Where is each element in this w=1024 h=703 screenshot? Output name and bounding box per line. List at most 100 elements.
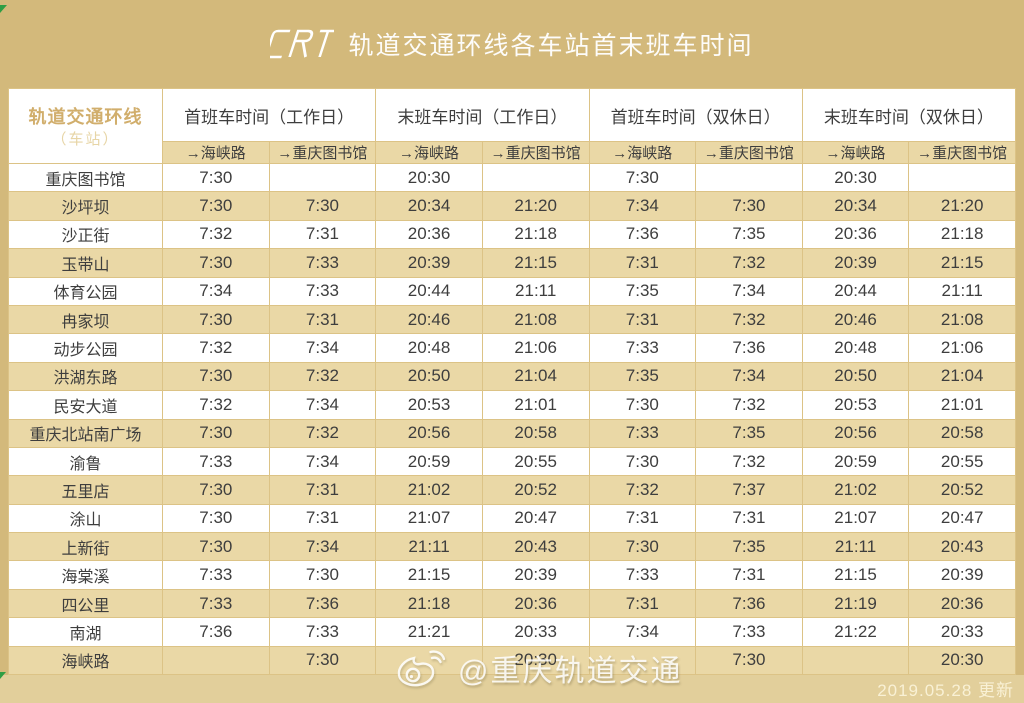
- time-cell: 7:32: [695, 304, 803, 335]
- table-row: 玉带山 7:30 7:33 20:39 21:15 7:31 7:32 20:39 21:15: [8, 248, 1016, 278]
- time-cell: 7:33: [588, 333, 697, 363]
- time-cell: 20:39: [908, 560, 1016, 590]
- station-name: 沙坪坝: [8, 191, 163, 221]
- header-direction-row: →海峡路 →重庆图书馆 →海峡路 →重庆图书馆 →海峡路 →重庆图书馆 →海峡路…: [9, 141, 1016, 164]
- update-date: 2019.05.28 更新: [877, 681, 1014, 700]
- time-cell: 20:59: [801, 446, 910, 477]
- time-cell: 21:18: [481, 219, 590, 250]
- table-row: 沙坪坝 7:30 7:30 20:34 21:20 7:34 7:30 20:34 21:20: [8, 191, 1016, 221]
- time-cell: 7:30: [695, 645, 803, 676]
- time-cell: 20:59: [375, 446, 483, 477]
- time-cell: 7:34: [268, 390, 377, 420]
- time-cell: 21:18: [375, 588, 483, 619]
- time-cell: 7:32: [268, 361, 377, 392]
- timetable-body: 重庆图书馆 7:30 20:30 7:30 20:30 沙坪坝 7:30 7:30 20:34 2…: [8, 162, 1016, 676]
- station-name: 洪湖东路: [8, 361, 163, 392]
- time-cell: 7:30: [588, 532, 697, 562]
- time-cell: 7:30: [162, 248, 270, 278]
- time-cell: 20:30: [375, 162, 483, 193]
- station-name: 玉带山: [8, 248, 163, 278]
- time-cell: 7:36: [268, 588, 377, 619]
- time-cell: 20:33: [481, 617, 590, 647]
- time-cell: 21:18: [908, 219, 1016, 250]
- table-row: 上新街 7:30 7:34 21:11 20:43 7:30 7:35 21:11 20:43: [8, 532, 1016, 562]
- direction-header: →重庆图书馆: [695, 141, 803, 164]
- time-cell: 7:34: [268, 333, 377, 363]
- time-cell: 7:30: [588, 390, 697, 420]
- time-cell: 7:35: [588, 361, 697, 392]
- time-cell: 21:15: [801, 560, 910, 590]
- time-cell: 7:31: [588, 503, 697, 534]
- time-cell: 20:55: [481, 446, 590, 477]
- time-cell: 7:32: [162, 219, 270, 250]
- station-name: 民安大道: [8, 390, 163, 420]
- time-cell: 7:35: [695, 532, 803, 562]
- time-cell: 7:34: [268, 532, 377, 562]
- station-name: 冉家坝: [8, 304, 163, 335]
- time-cell: 7:33: [268, 276, 377, 306]
- corner-line2: （车站）: [51, 130, 120, 148]
- time-cell: 20:55: [908, 446, 1016, 477]
- time-cell: 20:58: [908, 418, 1016, 448]
- table-row: 民安大道 7:32 7:34 20:53 21:01 7:30 7:32 20:53 21:01: [8, 390, 1016, 420]
- time-cell: 21:08: [908, 304, 1016, 335]
- direction-header: →海峡路: [375, 141, 483, 164]
- time-cell: 21:04: [481, 361, 590, 392]
- time-cell: 20:34: [801, 191, 910, 221]
- time-cell: 7:31: [268, 219, 377, 250]
- corner-header: 轨道交通环线 （车站）: [8, 88, 163, 164]
- timetable: 轨道交通环线 （车站） 首班车时间（工作日） 末班车时间（工作日） 首班车时间（…: [8, 88, 1017, 676]
- time-cell: 21:20: [908, 191, 1016, 221]
- time-cell: [695, 162, 803, 193]
- time-cell: 7:30: [162, 304, 270, 335]
- time-cell: 21:04: [908, 361, 1016, 392]
- table-row: 涂山 7:30 7:31 21:07 20:47 7:31 7:31 21:07 20:47: [8, 503, 1016, 534]
- time-cell: 21:07: [375, 503, 483, 534]
- time-cell: 21:22: [801, 617, 910, 647]
- time-cell: 7:34: [588, 617, 697, 647]
- time-cell: 7:33: [588, 418, 697, 448]
- time-cell: 7:33: [268, 248, 377, 278]
- station-name: 海峡路: [8, 645, 163, 676]
- time-cell: 21:01: [481, 390, 590, 420]
- time-cell: 7:33: [162, 446, 270, 477]
- group-first-weekday: 首班车时间（工作日）: [161, 88, 377, 142]
- time-cell: 20:36: [375, 219, 483, 250]
- title-bar: 轨道交通环线各车站首末班车时间: [0, 0, 1024, 88]
- time-cell: 7:30: [588, 162, 697, 193]
- time-cell: 20:36: [908, 588, 1016, 619]
- time-cell: 7:31: [268, 475, 377, 505]
- time-cell: 7:30: [162, 361, 270, 392]
- time-cell: 20:33: [908, 617, 1016, 647]
- time-cell: 7:36: [695, 333, 803, 363]
- time-cell: 21:11: [801, 532, 910, 562]
- time-cell: 7:30: [268, 560, 377, 590]
- time-cell: 20:44: [375, 276, 483, 306]
- time-cell: 21:15: [481, 248, 590, 278]
- crt-logo-icon: [270, 29, 335, 59]
- time-cell: 20:58: [481, 418, 590, 448]
- station-name: 重庆图书馆: [8, 162, 163, 193]
- table-row: 重庆图书馆 7:30 20:30 7:30 20:30: [8, 162, 1016, 193]
- table-row: 渝鲁 7:33 7:34 20:59 20:55 7:30 7:32 20:59 20:55: [8, 446, 1016, 477]
- time-cell: 21:15: [375, 560, 483, 590]
- direction-header: →重庆图书馆: [908, 141, 1016, 164]
- time-cell: 21:07: [801, 503, 910, 534]
- table-row: 洪湖东路 7:30 7:32 20:50 21:04 7:35 7:34 20:50 21:04: [8, 361, 1016, 392]
- time-cell: 20:39: [481, 560, 590, 590]
- time-cell: 7:35: [695, 418, 803, 448]
- time-cell: 20:36: [801, 219, 910, 250]
- time-cell: 7:35: [588, 276, 697, 306]
- time-cell: [801, 645, 910, 676]
- time-cell: 7:30: [162, 503, 270, 534]
- time-cell: 7:34: [588, 191, 697, 221]
- time-cell: 21:11: [481, 276, 590, 306]
- time-cell: 21:11: [908, 276, 1016, 306]
- time-cell: 20:53: [801, 390, 910, 420]
- table-row: 海棠溪 7:33 7:30 21:15 20:39 7:33 7:31 21:15 20:39: [8, 560, 1016, 590]
- group-last-weekend: 末班车时间（双休日）: [801, 88, 1017, 142]
- time-cell: 7:33: [162, 560, 270, 590]
- table-row: 四公里 7:33 7:36 21:18 20:36 7:31 7:36 21:19 20:36: [8, 588, 1016, 619]
- time-cell: 20:39: [375, 248, 483, 278]
- time-cell: 7:31: [588, 248, 697, 278]
